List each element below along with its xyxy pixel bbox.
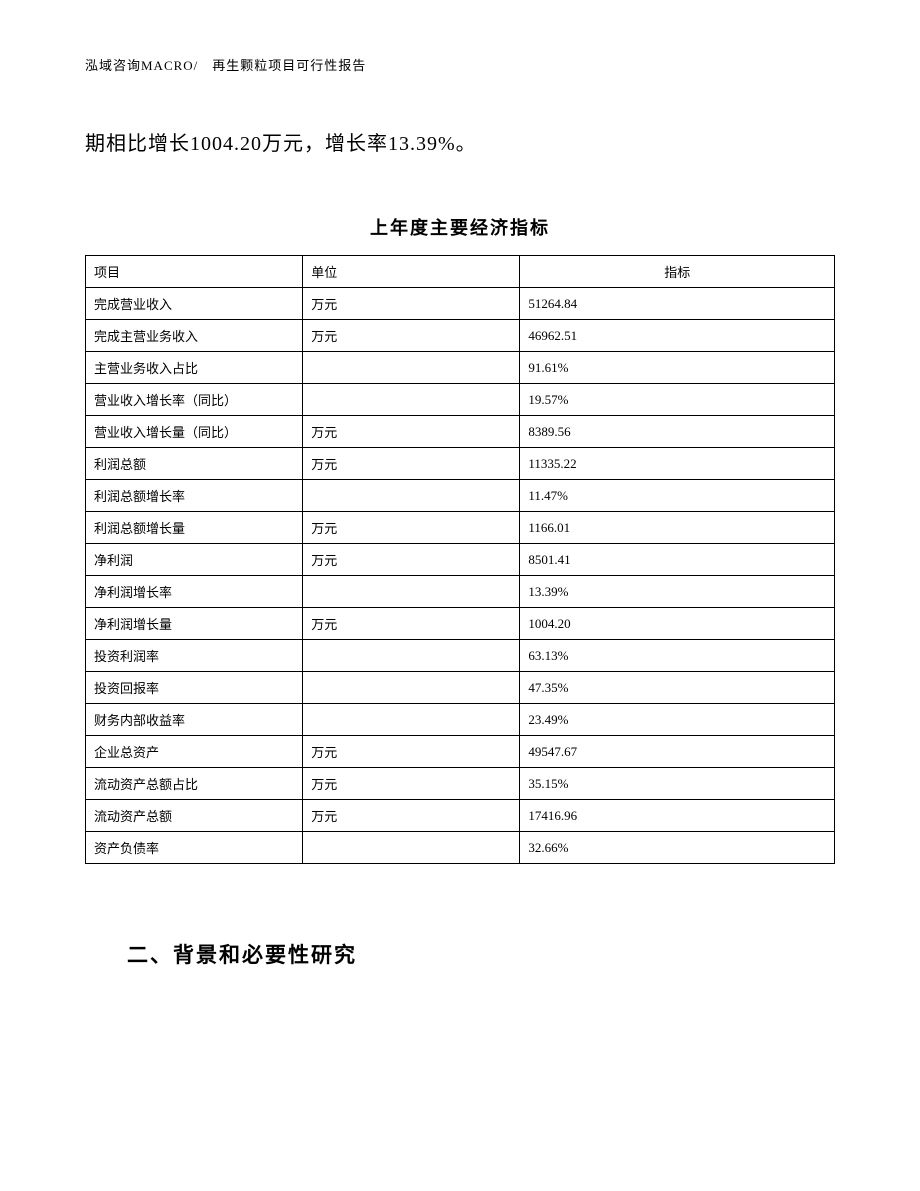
table-row: 完成营业收入万元51264.84 xyxy=(86,288,835,320)
cell-value: 1004.20 xyxy=(520,608,835,640)
cell-unit: 万元 xyxy=(303,416,520,448)
table-row: 净利润增长量万元1004.20 xyxy=(86,608,835,640)
table-row: 投资利润率 63.13% xyxy=(86,640,835,672)
cell-value: 11.47% xyxy=(520,480,835,512)
cell-unit: 万元 xyxy=(303,544,520,576)
cell-item: 投资回报率 xyxy=(86,672,303,704)
cell-value: 51264.84 xyxy=(520,288,835,320)
table-row: 净利润增长率 13.39% xyxy=(86,576,835,608)
cell-unit: 万元 xyxy=(303,512,520,544)
table-row: 利润总额增长率 11.47% xyxy=(86,480,835,512)
cell-unit xyxy=(303,704,520,736)
cell-value: 17416.96 xyxy=(520,800,835,832)
cell-value: 8389.56 xyxy=(520,416,835,448)
cell-unit: 万元 xyxy=(303,320,520,352)
cell-value: 19.57% xyxy=(520,384,835,416)
cell-item: 利润总额增长量 xyxy=(86,512,303,544)
cell-value: 91.61% xyxy=(520,352,835,384)
page-header: 泓域咨询MACRO/ 再生颗粒项目可行性报告 xyxy=(85,55,835,74)
cell-value: 8501.41 xyxy=(520,544,835,576)
cell-item: 净利润增长率 xyxy=(86,576,303,608)
cell-item: 流动资产总额 xyxy=(86,800,303,832)
cell-item: 净利润 xyxy=(86,544,303,576)
economic-indicators-table: 项目 单位 指标 完成营业收入万元51264.84完成主营业务收入万元46962… xyxy=(85,255,835,864)
body-paragraph: 期相比增长1004.20万元，增长率13.39%。 xyxy=(85,124,835,164)
cell-unit xyxy=(303,384,520,416)
table-header-row: 项目 单位 指标 xyxy=(86,256,835,288)
cell-item: 营业收入增长率（同比） xyxy=(86,384,303,416)
cell-unit: 万元 xyxy=(303,736,520,768)
table-row: 流动资产总额万元17416.96 xyxy=(86,800,835,832)
cell-unit xyxy=(303,640,520,672)
cell-unit xyxy=(303,480,520,512)
cell-item: 利润总额 xyxy=(86,448,303,480)
table-row: 营业收入增长量（同比）万元8389.56 xyxy=(86,416,835,448)
cell-item: 完成主营业务收入 xyxy=(86,320,303,352)
cell-unit: 万元 xyxy=(303,608,520,640)
cell-item: 资产负债率 xyxy=(86,832,303,864)
cell-item: 流动资产总额占比 xyxy=(86,768,303,800)
cell-unit: 万元 xyxy=(303,768,520,800)
cell-value: 23.49% xyxy=(520,704,835,736)
table-row: 净利润万元8501.41 xyxy=(86,544,835,576)
cell-value: 63.13% xyxy=(520,640,835,672)
table-row: 资产负债率 32.66% xyxy=(86,832,835,864)
cell-unit: 万元 xyxy=(303,448,520,480)
col-header-value: 指标 xyxy=(520,256,835,288)
table-row: 利润总额增长量万元1166.01 xyxy=(86,512,835,544)
col-header-unit: 单位 xyxy=(303,256,520,288)
section-heading: 二、背景和必要性研究 xyxy=(127,939,835,969)
cell-item: 营业收入增长量（同比） xyxy=(86,416,303,448)
cell-unit: 万元 xyxy=(303,800,520,832)
table-row: 企业总资产万元49547.67 xyxy=(86,736,835,768)
cell-value: 49547.67 xyxy=(520,736,835,768)
cell-item: 投资利润率 xyxy=(86,640,303,672)
cell-value: 11335.22 xyxy=(520,448,835,480)
table-row: 完成主营业务收入万元46962.51 xyxy=(86,320,835,352)
table-row: 财务内部收益率 23.49% xyxy=(86,704,835,736)
cell-unit xyxy=(303,832,520,864)
cell-item: 财务内部收益率 xyxy=(86,704,303,736)
cell-unit: 万元 xyxy=(303,288,520,320)
cell-value: 46962.51 xyxy=(520,320,835,352)
cell-unit xyxy=(303,672,520,704)
table-title: 上年度主要经济指标 xyxy=(85,214,835,240)
cell-value: 1166.01 xyxy=(520,512,835,544)
cell-item: 净利润增长量 xyxy=(86,608,303,640)
table-row: 投资回报率 47.35% xyxy=(86,672,835,704)
cell-item: 完成营业收入 xyxy=(86,288,303,320)
cell-value: 32.66% xyxy=(520,832,835,864)
col-header-item: 项目 xyxy=(86,256,303,288)
cell-unit xyxy=(303,352,520,384)
table-row: 营业收入增长率（同比） 19.57% xyxy=(86,384,835,416)
table-row: 主营业务收入占比 91.61% xyxy=(86,352,835,384)
cell-item: 利润总额增长率 xyxy=(86,480,303,512)
table-row: 流动资产总额占比万元35.15% xyxy=(86,768,835,800)
table-row: 利润总额万元11335.22 xyxy=(86,448,835,480)
cell-value: 13.39% xyxy=(520,576,835,608)
cell-value: 47.35% xyxy=(520,672,835,704)
cell-value: 35.15% xyxy=(520,768,835,800)
cell-item: 企业总资产 xyxy=(86,736,303,768)
cell-unit xyxy=(303,576,520,608)
cell-item: 主营业务收入占比 xyxy=(86,352,303,384)
